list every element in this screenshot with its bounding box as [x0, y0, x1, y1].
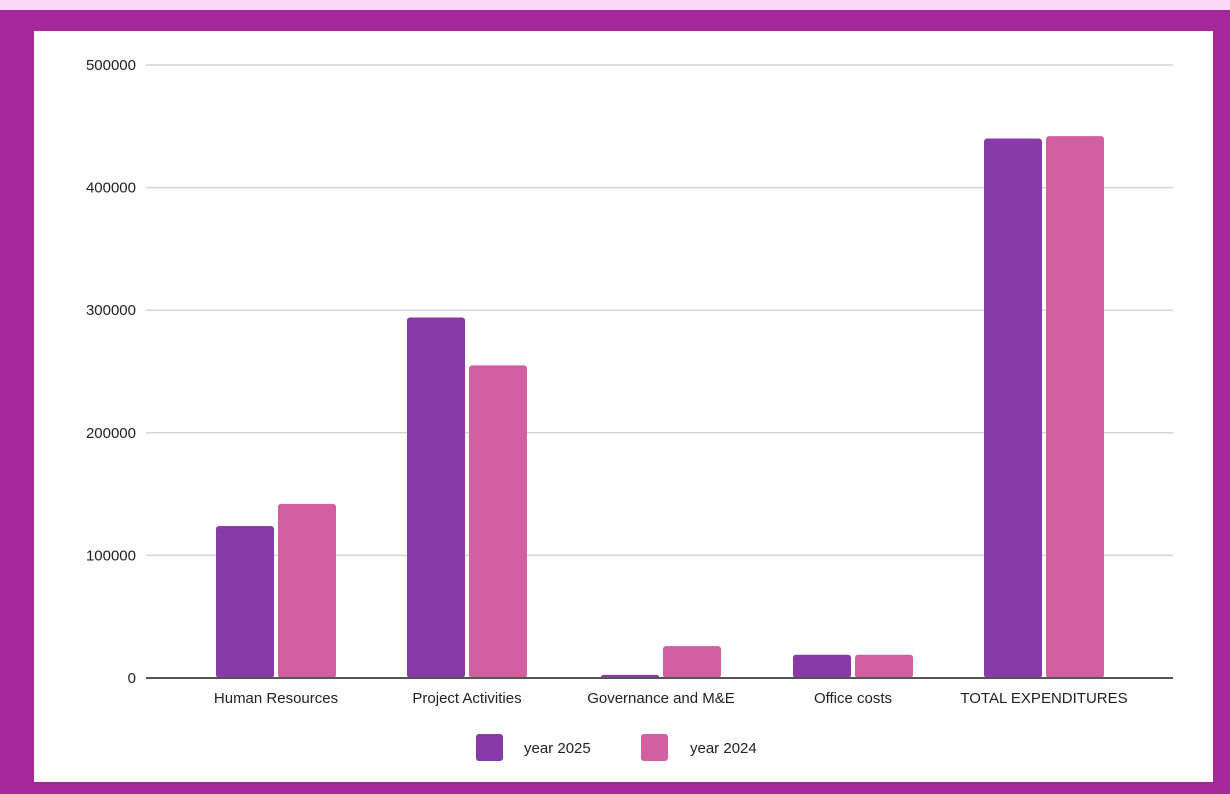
legend-swatch	[476, 734, 503, 761]
bar-year-2024-1	[469, 365, 527, 678]
bar-year-2025-1	[407, 317, 465, 678]
x-axis-ticks: Human Resources Project Activities Governa…	[214, 690, 1128, 707]
y-tick-label: 0	[128, 670, 136, 687]
bar-year-2025-4	[984, 138, 1042, 678]
y-tick-label: 200000	[86, 425, 136, 442]
legend-swatch	[641, 734, 668, 761]
bar-year-2024-2	[663, 646, 721, 678]
x-tick-label: Office costs	[814, 690, 892, 707]
bar-year-2024-3	[855, 654, 913, 678]
y-tick-label: 500000	[86, 57, 136, 74]
legend: year 2025 year 2024	[476, 734, 757, 761]
y-tick-label: 300000	[86, 302, 136, 319]
bar-year-2025-0	[216, 525, 274, 678]
y-tick-label: 400000	[86, 180, 136, 197]
bar-year-2025-3	[793, 654, 851, 678]
x-tick-label: Governance and M&E	[587, 690, 735, 707]
bars	[216, 136, 1104, 678]
x-tick-label: Human Resources	[214, 690, 338, 707]
y-tick-label: 100000	[86, 547, 136, 564]
bar-year-2024-0	[278, 503, 336, 678]
x-tick-label: TOTAL EXPENDITURES	[960, 690, 1127, 707]
legend-label: year 2024	[690, 740, 757, 757]
legend-label: year 2025	[524, 740, 591, 757]
x-tick-label: Project Activities	[412, 690, 521, 707]
y-axis-ticks: 0 100000 200000 300000 400000 500000	[86, 57, 136, 687]
bar-year-2024-4	[1046, 136, 1104, 678]
